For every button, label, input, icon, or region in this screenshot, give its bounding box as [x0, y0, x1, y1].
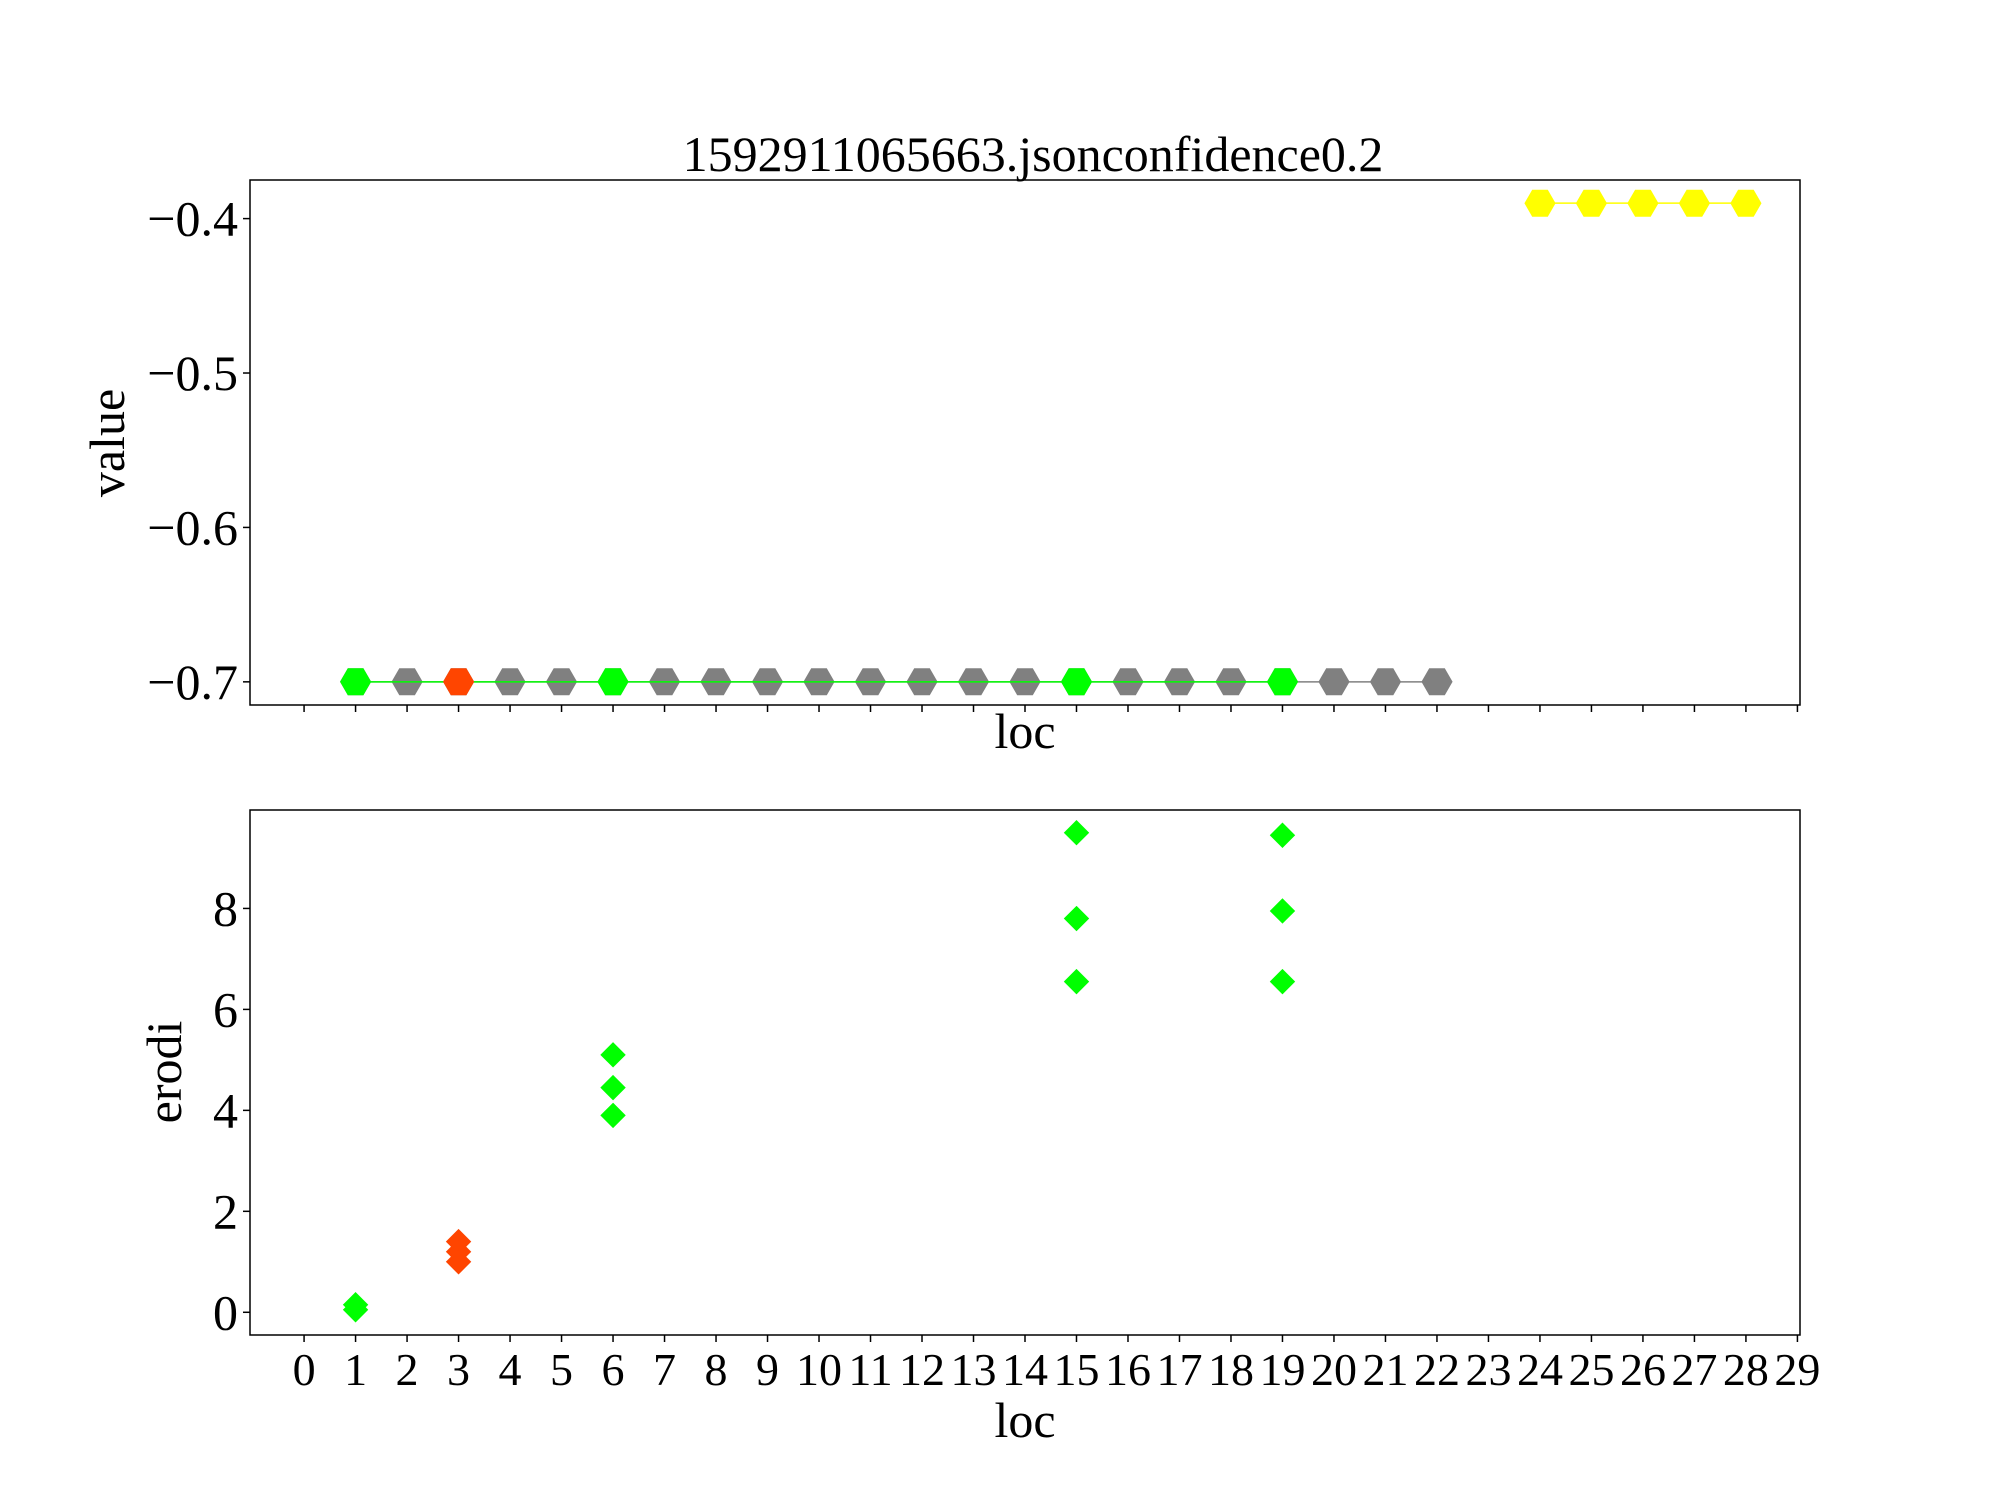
bottom-x-tick-label: 23 [1465, 1344, 1511, 1395]
bottom-x-tick-label: 19 [1259, 1344, 1305, 1395]
top-x-axis-label: loc [994, 703, 1055, 759]
top-y-tick-label: −0.7 [147, 654, 238, 710]
bottom-x-tick-label: 26 [1620, 1344, 1666, 1395]
bottom-y-tick-label: 0 [213, 1284, 238, 1340]
bottom-data-point [342, 1297, 369, 1323]
bottom-x-tick-label: 1 [344, 1344, 367, 1395]
bottom-x-tick-label: 2 [396, 1344, 419, 1395]
bottom-x-tick-label: 13 [951, 1344, 997, 1395]
top-data-point [1060, 668, 1093, 696]
top-data-point [1627, 189, 1659, 217]
bottom-data-point [600, 1042, 626, 1068]
top-y-tick-label: −0.4 [147, 191, 238, 247]
bottom-x-tick-label: 14 [1002, 1344, 1048, 1395]
top-data-point [1575, 189, 1607, 217]
bottom-x-tick-label: 27 [1671, 1344, 1717, 1395]
top-y-tick-label: −0.6 [147, 499, 238, 555]
top-data-point [340, 668, 372, 696]
bottom-x-tick-label: 12 [899, 1344, 945, 1395]
bottom-x-tick-label: 20 [1311, 1344, 1357, 1395]
bottom-x-tick-label: 22 [1414, 1344, 1460, 1395]
top-data-point [1678, 189, 1710, 217]
bottom-x-tick-label: 21 [1362, 1344, 1408, 1395]
bottom-x-tick-label: 10 [796, 1344, 842, 1395]
bottom-x-tick-label: 24 [1517, 1344, 1563, 1395]
bottom-x-tick-label: 17 [1156, 1344, 1202, 1395]
bottom-x-tick-label: 29 [1774, 1344, 1820, 1395]
top-data-point [1421, 668, 1453, 696]
top-data-point [1524, 189, 1556, 217]
top-data-point [1266, 668, 1299, 696]
bottom-data-point [1063, 820, 1090, 846]
bottom-y-tick-label: 4 [213, 1082, 238, 1138]
bottom-data-point [1269, 898, 1296, 924]
bottom-y-axis-label: erodi [136, 1021, 192, 1124]
bottom-data-point [600, 1102, 626, 1129]
top-y-axis-label: value [79, 389, 135, 497]
top-y-tick-label: −0.5 [147, 345, 238, 401]
bottom-x-tick-label: 15 [1053, 1344, 1099, 1395]
top-data-point [1369, 668, 1402, 696]
bottom-y-tick-label: 2 [213, 1183, 238, 1239]
chart-title: 1592911065663.jsonconfidence0.2 [683, 126, 1384, 182]
bottom-y-tick-label: 8 [213, 880, 238, 936]
top-plot-area: −0.4 −0.5 −0.6 −0.7 [147, 189, 1799, 712]
bottom-data-point [1269, 822, 1296, 848]
bottom-x-tick-label: 3 [447, 1344, 470, 1395]
bottom-x-tick-label: 4 [499, 1344, 522, 1395]
top-data-point [1318, 668, 1350, 696]
bottom-data-point [1063, 905, 1090, 932]
bottom-data-point [1063, 968, 1090, 995]
bottom-x-tick-label: 9 [756, 1344, 779, 1395]
top-axes-frame [249, 179, 1801, 706]
bottom-y-tick-label: 6 [213, 981, 238, 1037]
bottom-x-tick-label: 28 [1723, 1344, 1769, 1395]
bottom-x-tick-label: 16 [1105, 1344, 1151, 1395]
bottom-x-tick-label: 8 [705, 1344, 728, 1395]
top-data-point [597, 668, 629, 696]
bottom-x-tick-label: 5 [550, 1344, 573, 1395]
bottom-data-point [1269, 968, 1296, 995]
bottom-x-tick-label: 7 [653, 1344, 676, 1395]
bottom-data-point [445, 1249, 472, 1275]
top-data-point [443, 668, 475, 696]
bottom-x-tick-label: 6 [602, 1344, 625, 1395]
bottom-data-point [600, 1074, 626, 1101]
bottom-x-tick-label: 18 [1208, 1344, 1254, 1395]
bottom-plot-area: 0 1 2 3 4 5 6 7 8 9 10 11 12 13 14 15 16 17 18 19 20 21 22 23 24… [213, 820, 1820, 1395]
bottom-x-tick-label: 0 [293, 1344, 316, 1395]
bottom-x-axis-label: loc [994, 1392, 1055, 1448]
top-data-point [1730, 189, 1762, 217]
bottom-x-tick-label: 25 [1568, 1344, 1614, 1395]
bottom-axes-frame [249, 809, 1801, 1336]
bottom-x-tick-label: 11 [848, 1344, 892, 1395]
